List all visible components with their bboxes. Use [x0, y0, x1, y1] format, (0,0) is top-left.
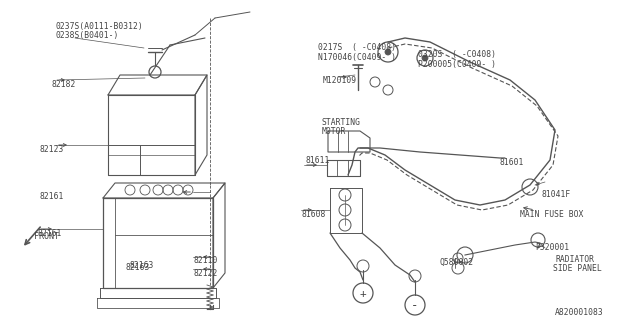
- Text: N170046(C0409- ): N170046(C0409- ): [318, 53, 396, 62]
- Text: MOTOR: MOTOR: [322, 127, 346, 136]
- Text: SIDE PANEL: SIDE PANEL: [553, 264, 602, 273]
- Text: 81611: 81611: [305, 156, 330, 165]
- Text: 82161: 82161: [38, 229, 62, 238]
- Text: 81608: 81608: [302, 210, 326, 219]
- Text: 82161: 82161: [40, 192, 65, 201]
- Text: MAIN FUSE BOX: MAIN FUSE BOX: [520, 210, 584, 219]
- Text: 81601: 81601: [500, 158, 524, 167]
- Text: 0217S  ( -C0408): 0217S ( -C0408): [318, 43, 396, 52]
- Text: Q580002: Q580002: [440, 258, 474, 267]
- Text: FRONT: FRONT: [34, 232, 59, 241]
- Text: +: +: [360, 289, 366, 299]
- Text: 0320S  ( -C0408): 0320S ( -C0408): [418, 50, 496, 59]
- Text: 81041F: 81041F: [541, 190, 570, 199]
- Circle shape: [385, 49, 391, 55]
- Text: 82163: 82163: [125, 263, 149, 272]
- Text: M120109: M120109: [323, 76, 357, 85]
- Text: A820001083: A820001083: [555, 308, 604, 317]
- Circle shape: [422, 55, 428, 61]
- Text: RADIATOR: RADIATOR: [555, 255, 594, 264]
- Text: 82123: 82123: [40, 145, 65, 154]
- Text: 0238S(B0401-): 0238S(B0401-): [55, 31, 118, 40]
- Text: -: -: [412, 300, 419, 313]
- Text: 82163: 82163: [130, 261, 154, 270]
- Text: STARTING: STARTING: [322, 118, 361, 127]
- Text: 82182: 82182: [52, 80, 76, 89]
- Text: 0237S(A0111-B0312): 0237S(A0111-B0312): [55, 22, 143, 31]
- Text: 82122: 82122: [193, 269, 218, 278]
- Text: 82110: 82110: [193, 256, 218, 265]
- Text: P200005(C0409- ): P200005(C0409- ): [418, 60, 496, 69]
- Text: P320001: P320001: [535, 243, 569, 252]
